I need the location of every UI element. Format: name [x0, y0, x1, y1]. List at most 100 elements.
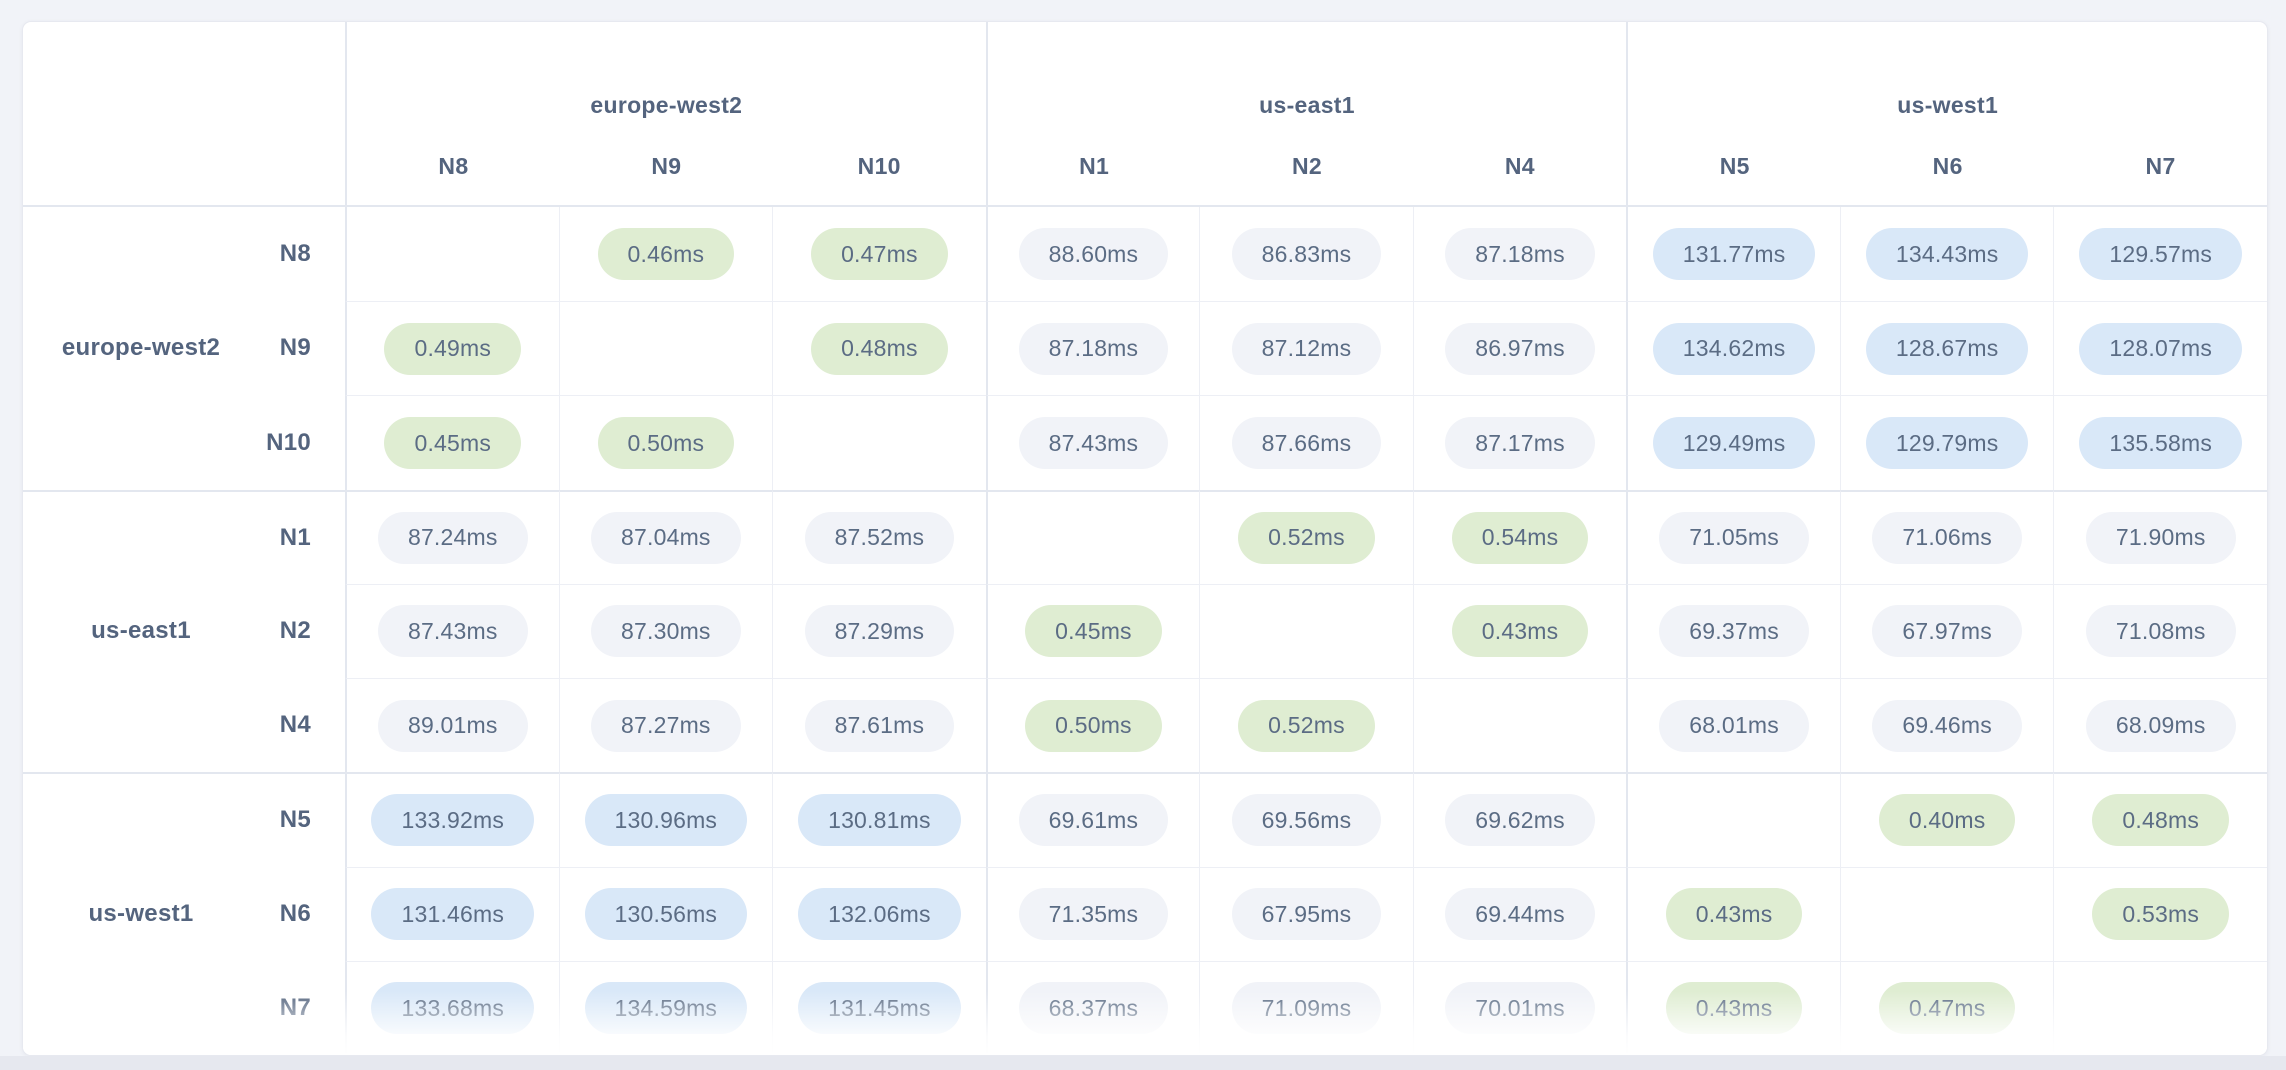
latency-pill[interactable]: 86.83ms — [1231, 228, 1382, 281]
latency-pill[interactable]: 87.18ms — [1445, 228, 1595, 281]
latency-pill[interactable]: 87.18ms — [1018, 322, 1169, 375]
latency-pill[interactable]: 87.17ms — [1445, 417, 1595, 470]
latency-pill[interactable]: 88.60ms — [1018, 228, 1169, 281]
latency-cell: 69.46ms — [1839, 678, 2054, 773]
latency-pill[interactable]: 0.46ms — [597, 228, 735, 281]
latency-pill[interactable]: 71.35ms — [1018, 888, 1169, 941]
latency-cell: 89.01ms — [345, 678, 559, 773]
latency-pill[interactable]: 69.62ms — [1445, 794, 1595, 847]
latency-self-cell — [1199, 583, 1413, 679]
latency-pill[interactable]: 69.46ms — [1872, 699, 2022, 752]
row-node-label: N6 — [279, 899, 311, 927]
latency-matrix-table: europe-west2 N8 N9 N10 us-east1 N1 N2 N4 us-west… — [23, 22, 2267, 1055]
latency-cell: 0.52ms — [1199, 489, 1413, 584]
latency-pill[interactable]: 134.59ms — [584, 982, 748, 1035]
latency-cell: 87.24ms — [345, 489, 559, 584]
latency-cell: 87.04ms — [558, 489, 773, 584]
column-node-label: N7 — [2145, 153, 2176, 179]
latency-pill[interactable]: 0.43ms — [1665, 982, 1803, 1035]
latency-pill[interactable]: 70.01ms — [1445, 982, 1595, 1035]
latency-pill[interactable]: 71.90ms — [2085, 511, 2236, 564]
latency-pill[interactable]: 71.06ms — [1872, 511, 2022, 564]
latency-pill[interactable]: 0.40ms — [1878, 794, 2016, 847]
latency-cell: 129.57ms — [2053, 207, 2267, 302]
latency-pill[interactable]: 69.61ms — [1018, 794, 1169, 847]
latency-pill[interactable]: 128.07ms — [2079, 322, 2243, 375]
latency-pill[interactable]: 87.43ms — [377, 605, 528, 658]
latency-cell: 130.96ms — [558, 772, 773, 867]
latency-pill[interactable]: 0.50ms — [597, 417, 735, 470]
latency-pill[interactable]: 129.49ms — [1652, 417, 1816, 470]
latency-pill[interactable]: 0.50ms — [1025, 699, 1162, 752]
latency-pill[interactable]: 67.97ms — [1872, 605, 2022, 658]
latency-pill[interactable]: 68.01ms — [1659, 699, 1809, 752]
latency-pill[interactable]: 135.58ms — [2079, 417, 2243, 470]
latency-self-cell — [1839, 866, 2054, 961]
latency-pill[interactable]: 134.43ms — [1865, 228, 2029, 281]
latency-pill[interactable]: 87.30ms — [591, 605, 741, 658]
latency-pill[interactable]: 69.37ms — [1659, 605, 1809, 658]
latency-pill[interactable]: 0.53ms — [2092, 888, 2230, 941]
latency-pill[interactable]: 133.92ms — [371, 794, 535, 847]
latency-pill[interactable]: 0.49ms — [384, 322, 522, 375]
latency-pill[interactable]: 0.47ms — [1878, 982, 2016, 1035]
latency-pill[interactable]: 132.06ms — [798, 888, 961, 941]
latency-cell: 68.37ms — [985, 960, 1200, 1055]
latency-cell: 71.05ms — [1626, 489, 1840, 584]
latency-pill[interactable]: 69.56ms — [1231, 794, 1382, 847]
latency-pill[interactable]: 0.45ms — [384, 417, 522, 470]
latency-pill[interactable]: 87.27ms — [591, 699, 741, 752]
latency-pill[interactable]: 130.96ms — [584, 794, 748, 847]
latency-pill[interactable]: 87.61ms — [804, 699, 955, 752]
latency-pill[interactable]: 87.43ms — [1018, 417, 1169, 470]
latency-pill[interactable]: 87.66ms — [1231, 417, 1382, 470]
latency-pill[interactable]: 0.52ms — [1238, 699, 1375, 752]
latency-cell: 133.68ms — [345, 960, 559, 1055]
latency-pill[interactable]: 0.52ms — [1238, 511, 1375, 564]
latency-pill[interactable]: 87.29ms — [804, 605, 955, 658]
latency-pill[interactable]: 87.24ms — [377, 511, 528, 564]
latency-cell: 87.12ms — [1199, 301, 1413, 396]
latency-cell: 0.49ms — [345, 301, 559, 396]
latency-pill[interactable]: 0.54ms — [1451, 511, 1589, 564]
latency-pill[interactable]: 129.79ms — [1865, 417, 2029, 470]
latency-cell: 134.59ms — [558, 960, 773, 1055]
latency-pill[interactable]: 87.04ms — [591, 511, 741, 564]
latency-pill[interactable]: 134.62ms — [1652, 322, 1816, 375]
latency-pill[interactable]: 0.48ms — [2092, 794, 2230, 847]
row-label-cell: N4 — [23, 678, 345, 772]
latency-pill[interactable]: 0.45ms — [1025, 605, 1162, 658]
latency-pill[interactable]: 71.08ms — [2085, 605, 2236, 658]
latency-pill[interactable]: 68.37ms — [1018, 982, 1169, 1035]
latency-pill[interactable]: 71.05ms — [1659, 511, 1809, 564]
latency-cell: 69.44ms — [1412, 866, 1627, 961]
latency-pill[interactable]: 131.45ms — [798, 982, 961, 1035]
latency-pill[interactable]: 131.46ms — [371, 888, 535, 941]
latency-pill[interactable]: 68.09ms — [2085, 699, 2236, 752]
latency-cell: 69.61ms — [985, 772, 1200, 867]
latency-cell: 71.90ms — [2053, 489, 2267, 584]
latency-pill[interactable]: 86.97ms — [1445, 322, 1595, 375]
latency-pill[interactable]: 89.01ms — [377, 699, 528, 752]
latency-pill[interactable]: 128.67ms — [1865, 322, 2029, 375]
latency-pill[interactable]: 133.68ms — [371, 982, 535, 1035]
latency-pill[interactable]: 130.81ms — [798, 794, 961, 847]
latency-pill[interactable]: 87.12ms — [1231, 322, 1382, 375]
latency-pill[interactable]: 0.43ms — [1451, 605, 1589, 658]
column-node-label: N5 — [1719, 153, 1750, 179]
latency-pill[interactable]: 0.47ms — [811, 228, 948, 281]
latency-pill[interactable]: 69.44ms — [1445, 888, 1595, 941]
latency-pill[interactable]: 130.56ms — [584, 888, 748, 941]
latency-pill[interactable]: 0.48ms — [811, 322, 948, 375]
latency-cell: 128.67ms — [1839, 301, 2054, 396]
latency-pill[interactable]: 0.43ms — [1665, 888, 1803, 941]
latency-pill[interactable]: 67.95ms — [1231, 888, 1382, 941]
latency-cell: 69.62ms — [1412, 772, 1627, 867]
row-label-cell: N8 — [23, 207, 345, 301]
latency-cell: 0.47ms — [772, 207, 986, 302]
latency-pill[interactable]: 129.57ms — [2079, 228, 2243, 281]
latency-pill[interactable]: 87.52ms — [804, 511, 955, 564]
latency-pill[interactable]: 131.77ms — [1652, 228, 1816, 281]
latency-pill[interactable]: 71.09ms — [1231, 982, 1382, 1035]
latency-self-cell — [985, 489, 1200, 584]
